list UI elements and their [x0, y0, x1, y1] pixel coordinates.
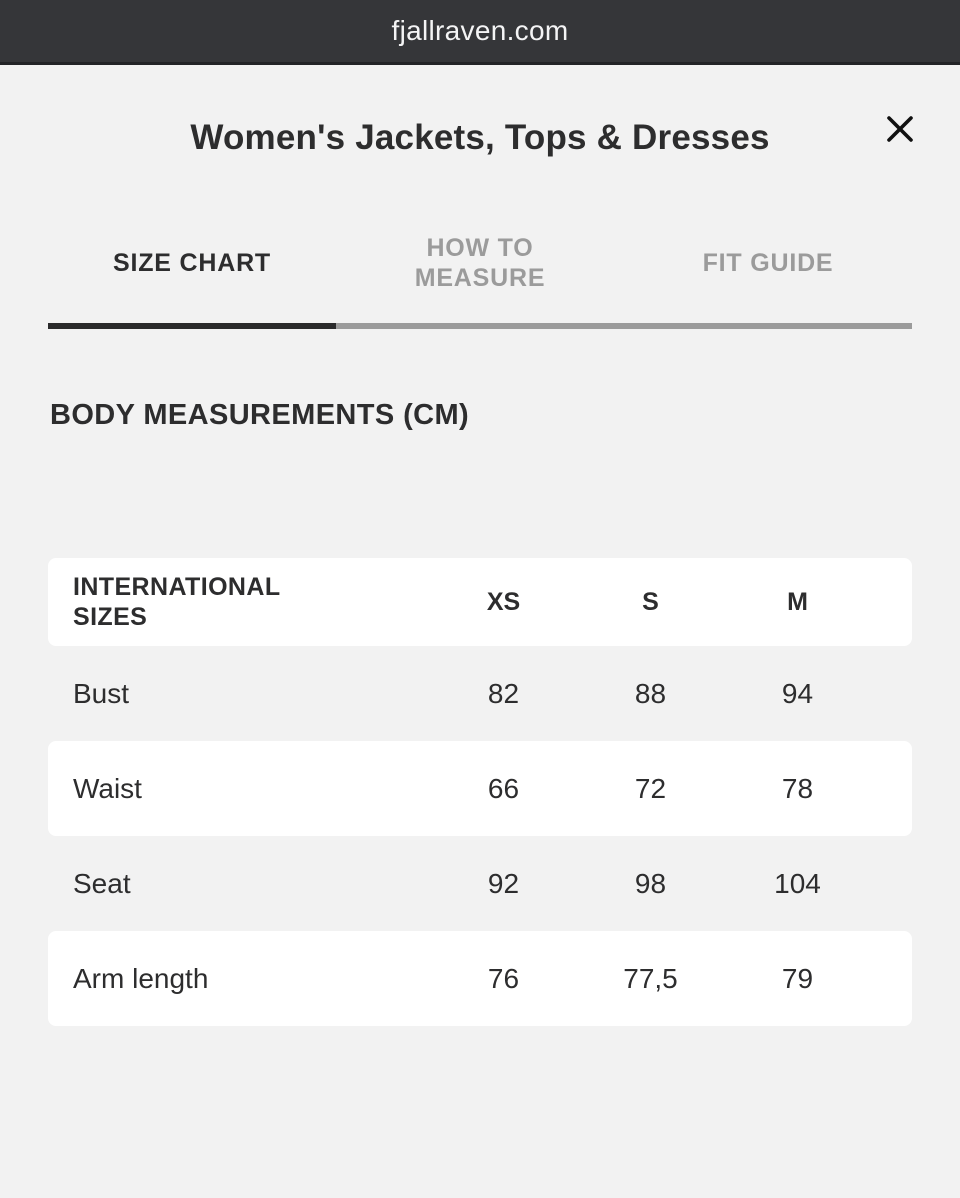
cell-value: 98 — [634, 867, 667, 899]
cell-value: 92 — [487, 867, 520, 899]
column-header-xs: XS — [486, 587, 521, 616]
tab-how-to-measure-label: HOW TO MEASURE — [414, 234, 546, 292]
tab-underline-segment — [624, 323, 912, 329]
size-table: INTERNATIONAL SIZES XS S M Bust 82 88 94… — [48, 558, 912, 1026]
cell-value: 66 — [487, 772, 520, 804]
table-row-bust: Bust 82 88 94 — [48, 646, 912, 741]
address-bar-url: fjallraven.com — [391, 15, 569, 46]
tab-underline-active-segment — [48, 323, 336, 329]
tab-size-chart-label: SIZE CHART — [113, 249, 271, 277]
table-row-waist: Waist 66 72 78 — [48, 741, 912, 836]
cell-value: 78 — [781, 772, 814, 804]
tab-underline — [48, 323, 912, 329]
tab-how-to-measure[interactable]: HOW TO MEASURE — [336, 227, 624, 299]
cell-value: 79 — [781, 962, 814, 994]
cell-value: 104 — [774, 867, 821, 899]
row-label: Waist — [73, 772, 142, 804]
tab-size-chart[interactable]: SIZE CHART — [48, 227, 336, 299]
tab-fit-guide-label: FIT GUIDE — [702, 249, 834, 277]
column-header-international-sizes: INTERNATIONAL SIZES — [73, 573, 281, 631]
section-heading: BODY MEASUREMENTS (CM) — [50, 399, 470, 431]
browser-address-bar: fjallraven.com — [0, 0, 960, 65]
column-header-s: S — [642, 587, 659, 616]
table-row-arm-length: Arm length 76 77,5 79 — [48, 931, 912, 1026]
table-header-row: INTERNATIONAL SIZES XS S M — [48, 558, 912, 646]
cell-value: 77,5 — [623, 962, 678, 994]
tab-bar: SIZE CHART HOW TO MEASURE FIT GUIDE — [48, 227, 912, 299]
cell-value: 76 — [487, 962, 520, 994]
table-row-seat: Seat 92 98 104 — [48, 836, 912, 931]
row-label: Bust — [73, 677, 130, 709]
cell-value: 88 — [634, 677, 667, 709]
tab-underline-segment — [336, 323, 624, 329]
cell-value: 82 — [487, 677, 520, 709]
cell-value: 72 — [634, 772, 667, 804]
cell-value: 94 — [781, 677, 814, 709]
close-button[interactable] — [880, 109, 920, 149]
modal-header: Women's Jackets, Tops & Dresses — [0, 65, 960, 163]
column-header-m: M — [787, 587, 808, 616]
close-icon — [887, 116, 913, 142]
row-label: Arm length — [73, 962, 209, 994]
tab-fit-guide[interactable]: FIT GUIDE — [624, 227, 912, 299]
modal-title: Women's Jackets, Tops & Dresses — [190, 118, 770, 157]
row-label: Seat — [73, 867, 131, 899]
